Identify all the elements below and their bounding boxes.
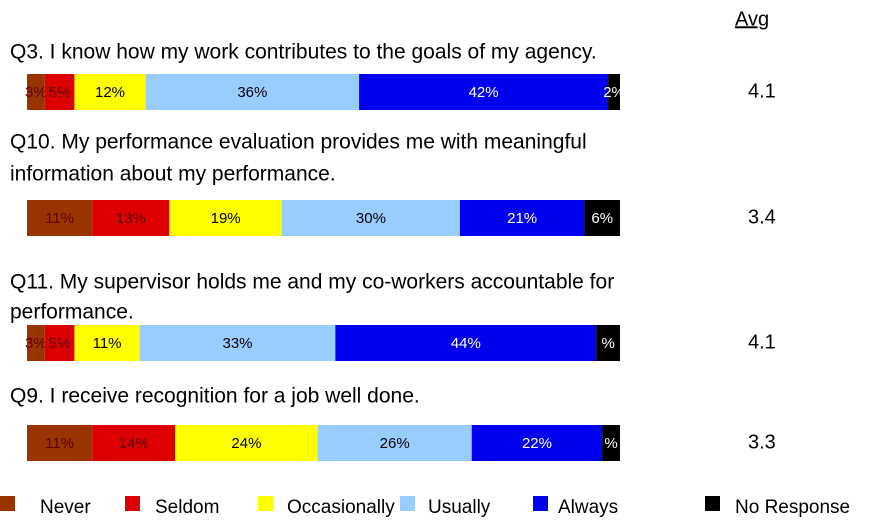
- segment-label: 3%: [25, 84, 47, 101]
- legend-label: No Response: [735, 497, 850, 518]
- legend-swatch: [0, 496, 15, 511]
- question-text: Q3. I know how my work contributes to th…: [10, 41, 597, 64]
- bar-segment: [169, 200, 282, 236]
- bar-segment: [471, 425, 603, 461]
- bar-segment: [74, 74, 146, 110]
- segment-label: 24%: [231, 435, 261, 452]
- legend-label: Seldom: [155, 497, 219, 518]
- avg-header: Avg: [735, 8, 769, 30]
- bar-segment: [608, 74, 620, 110]
- segment-label: 3%: [25, 335, 47, 352]
- average-value: 3.3: [748, 431, 776, 453]
- segment-label: 11%: [45, 435, 74, 452]
- bar-segment: [359, 74, 609, 110]
- bar-segment: [27, 325, 45, 361]
- segment-label: 44%: [451, 335, 481, 352]
- segment-label: 5%: [49, 84, 71, 101]
- bar-segment: [584, 200, 620, 236]
- average-value: 3.4: [748, 206, 776, 228]
- legend-swatch: [400, 496, 415, 511]
- segment-label: 6%: [591, 210, 613, 227]
- question-text: Q11. My supervisor holds me and my co-wo…: [10, 271, 614, 294]
- segment-label: 36%: [237, 84, 267, 101]
- segment-label: 11%: [45, 210, 74, 227]
- bar-segment: [92, 200, 170, 236]
- legend-label: Always: [558, 497, 618, 518]
- question-text: information about my performance.: [10, 163, 336, 186]
- legend-label: Occasionally: [287, 497, 395, 518]
- segment-label: 30%: [356, 210, 386, 227]
- question-text: performance.: [10, 301, 134, 324]
- segment-label: 26%: [380, 435, 410, 452]
- bar-segment: [44, 325, 75, 361]
- bar-segment: [175, 425, 318, 461]
- legend-swatch: [258, 496, 273, 511]
- bar-segment: [335, 325, 597, 361]
- legend-label: Never: [40, 497, 91, 518]
- bar-segment: [27, 200, 93, 236]
- legend-swatch: [533, 496, 548, 511]
- bar-segment: [44, 74, 75, 110]
- bar-segment: [317, 425, 472, 461]
- bar-segment: [459, 200, 585, 236]
- question-text: Q9. I receive recognition for a job well…: [10, 385, 420, 408]
- segment-label: 13%: [116, 210, 146, 227]
- bar-segment: [27, 74, 45, 110]
- legend-swatch: [125, 496, 140, 511]
- segment-label: 22%: [522, 435, 552, 452]
- average-value: 4.1: [748, 331, 776, 353]
- segment-label: 5%: [49, 335, 71, 352]
- bar-segment: [596, 325, 620, 361]
- average-value: 4.1: [748, 80, 776, 102]
- segment-label: 19%: [211, 210, 241, 227]
- segment-label: 21%: [507, 210, 537, 227]
- question-text: Q10. My performance evaluation provides …: [10, 131, 587, 154]
- legend-swatch: [705, 496, 720, 511]
- segment-label: %: [604, 435, 617, 452]
- bar-segment: [145, 74, 360, 110]
- bar-segment: [281, 200, 460, 236]
- bar-segment: [27, 425, 93, 461]
- segment-label: 12%: [95, 84, 125, 101]
- segment-label: 14%: [119, 435, 149, 452]
- bar-segment: [74, 325, 140, 361]
- segment-label: %: [601, 335, 614, 352]
- bar-segment: [602, 425, 620, 461]
- legend-label: Usually: [428, 497, 491, 518]
- bar-segment: [92, 425, 176, 461]
- segment-label: 2%: [603, 84, 625, 101]
- segment-label: 11%: [93, 335, 122, 352]
- bar-segment: [139, 325, 336, 361]
- segment-label: 33%: [222, 335, 252, 352]
- segment-label: 42%: [469, 84, 499, 101]
